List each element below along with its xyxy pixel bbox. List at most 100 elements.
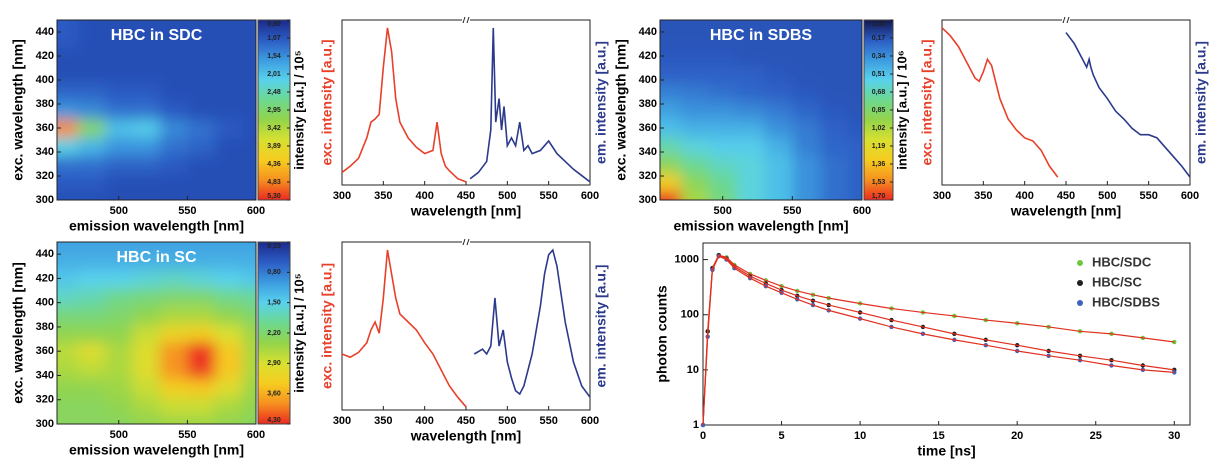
heatmap-cell	[792, 191, 821, 200]
y-tick-label: 10	[687, 364, 699, 376]
spectrum-line	[469, 27, 591, 183]
y-tick-label: 420	[36, 50, 54, 62]
heatmap-cell	[159, 83, 188, 102]
spectrum-line	[341, 27, 467, 183]
colorbar	[863, 19, 894, 201]
heatmap-cell	[848, 83, 862, 102]
heatmap-cell	[214, 137, 243, 156]
heatmap-cell	[187, 29, 216, 48]
heatmap-cell	[680, 101, 710, 120]
heatmap-cell	[242, 414, 256, 424]
heatmap-cell	[764, 155, 793, 174]
heatmap-cell	[820, 47, 849, 66]
y-axis-label: exc. intensity [a.u.]	[319, 39, 335, 165]
heatmap-cell	[57, 155, 79, 174]
heatmap-cell	[77, 173, 106, 192]
heatmap-cell	[660, 29, 682, 48]
heatmap-cell	[660, 65, 682, 84]
colorbar-tick-label: 1,02	[872, 125, 886, 132]
heatmap-cell	[660, 173, 682, 192]
heatmap-cell	[57, 20, 79, 30]
heatmap-cell	[764, 191, 793, 200]
axis-break	[462, 239, 470, 245]
heatmap-cell	[792, 173, 821, 192]
x-axis-label: time [ns]	[917, 443, 975, 459]
heatmap-cell	[660, 101, 682, 120]
heatmap-cell	[77, 342, 106, 361]
heatmap-cell	[660, 47, 682, 66]
heatmap-cell	[159, 47, 188, 66]
x-tick-label: 550	[783, 205, 801, 217]
heatmap-cell	[708, 29, 738, 48]
heatmap-cell	[159, 251, 188, 270]
heatmap-cell	[187, 155, 216, 174]
heatmap-cell	[57, 378, 79, 398]
plot-frame	[702, 242, 1191, 426]
heatmap-cell	[105, 242, 133, 252]
colorbar	[257, 19, 291, 201]
heatmap-cell	[57, 65, 79, 84]
axis-break	[1062, 16, 1066, 24]
y-tick-label: 340	[639, 146, 657, 158]
heatmap-cell	[736, 155, 765, 174]
heatmap-cell	[159, 360, 188, 379]
heatmap-cell	[708, 137, 738, 156]
heatmap-cell	[57, 396, 79, 416]
heatmap-cell	[708, 119, 738, 138]
heatmap-cell	[132, 251, 161, 270]
colorbar-tick-label: 2,95	[267, 107, 281, 114]
heatmap-cell	[105, 173, 133, 192]
heatmap-cell	[820, 20, 849, 30]
heatmap-cell	[736, 101, 765, 120]
heatmap-cell	[764, 29, 793, 48]
heatmap-cell	[214, 360, 243, 379]
colorbar-tick-label: 0,60	[267, 21, 281, 28]
heatmap-cell	[77, 242, 106, 252]
heatmap-cell	[187, 119, 216, 138]
y-tick-label: 400	[36, 74, 54, 86]
colorbar-tick-label: 1,70	[872, 193, 886, 200]
heatmap-cell	[105, 251, 133, 270]
x-tick-label: 450	[457, 415, 475, 427]
x-tick-label: 300	[333, 190, 351, 202]
heatmap-cell	[132, 242, 161, 252]
heatmap-cell	[708, 20, 738, 30]
heatmap-cell	[214, 173, 243, 192]
heatmap-cell	[680, 29, 710, 48]
heatmap-cell	[680, 137, 710, 156]
axis-break	[466, 16, 470, 24]
spectrum-line	[941, 27, 1059, 178]
colorbar-tick-label: 3,42	[267, 125, 281, 132]
heatmap-cell	[764, 137, 793, 156]
y2-axis-label: em. intensity [a.u.]	[593, 265, 609, 388]
panel-title: HBC in SDC	[111, 27, 203, 44]
spectrum-line	[1065, 32, 1191, 178]
x-tick-label: 400	[415, 190, 433, 202]
colorbar-tick-label: 0,17	[872, 35, 886, 42]
heatmap-cell	[792, 101, 821, 120]
heatmap-cell	[132, 305, 161, 325]
x-tick-label: 500	[110, 429, 128, 441]
heatmap-cell	[660, 137, 682, 156]
heatmap-cell	[57, 251, 79, 270]
heatmap-cell	[736, 119, 765, 138]
heatmap-cell	[159, 287, 188, 307]
y-tick-label: 380	[36, 321, 54, 333]
colorbar-tick-label: 1,53	[872, 179, 886, 186]
heatmap-cell	[660, 20, 682, 30]
heatmap-cell	[242, 323, 256, 343]
legend-label: HBC/SC	[1092, 274, 1142, 289]
heatmap-cell	[187, 396, 216, 416]
x-axis-label: emission wavelength [nm]	[673, 218, 848, 234]
x-tick-label: 400	[1015, 190, 1033, 202]
legend-label: HBC/SDBS	[1092, 294, 1160, 309]
heatmap-cell	[57, 287, 79, 307]
spectrum-line	[473, 248, 591, 398]
x-tick-label: 350	[374, 190, 392, 202]
heatmap-cell	[792, 47, 821, 66]
colorbar-tick-label: 1,07	[267, 35, 281, 42]
x-tick-label: 20	[1011, 430, 1023, 442]
heatmap-cell	[57, 305, 79, 325]
heatmap-cell	[242, 20, 256, 30]
heatmap-cell	[187, 269, 216, 288]
